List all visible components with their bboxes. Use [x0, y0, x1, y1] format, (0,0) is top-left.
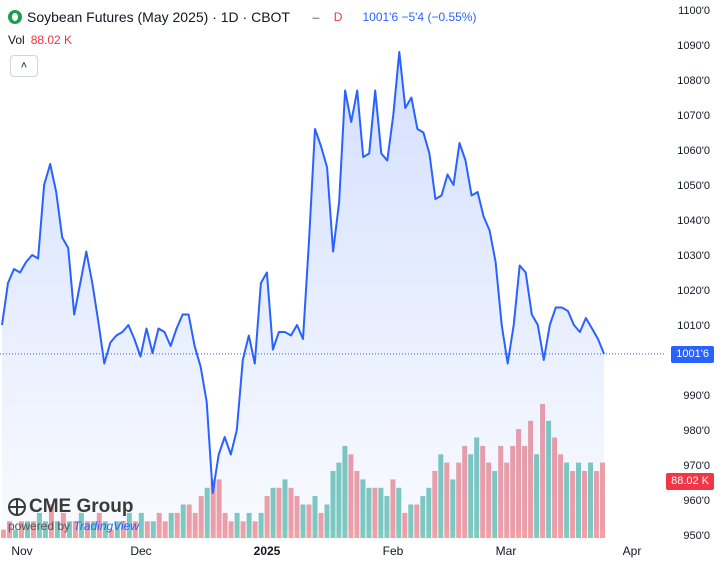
y-tick-label: 970'0 [683, 460, 710, 472]
powered-prefix: powered by [8, 519, 71, 533]
y-tick-label: 950'0 [683, 530, 710, 542]
delayed-badge[interactable]: D [333, 10, 343, 24]
volume-label: Vol [8, 33, 25, 47]
volume-legend: Vol 88.02 K [8, 33, 72, 47]
price-line [1, 51, 605, 494]
price-area [2, 52, 604, 530]
volume-value: 88.02 K [30, 33, 73, 47]
y-tick-label: 1050'0 [677, 180, 710, 192]
x-tick-label: Mar [496, 544, 517, 558]
y-tick-label: 1090'0 [677, 40, 710, 52]
y-axis: 1100'0 1090'0 1080'0 1070'0 1060'0 1050'0 1040… [677, 5, 710, 542]
y-tick-label: 960'0 [683, 495, 710, 507]
collapse-legend-button[interactable]: ˄ [10, 55, 38, 77]
chevron-up-icon: ˄ [20, 60, 28, 72]
volume-tag: 88.02 K [666, 473, 714, 490]
volume-bar [1, 529, 6, 538]
y-tick-label: 1040'0 [677, 215, 710, 227]
x-tick-label: Apr [623, 544, 642, 558]
globe-icon [8, 498, 26, 516]
x-tick-label: 2025 [254, 544, 281, 558]
x-axis: Nov Dec 2025 Feb Mar Apr [11, 544, 641, 558]
y-tick-label: 1100'0 [678, 5, 710, 17]
tradingview-name: TradingView [73, 519, 139, 533]
y-tick-label: 1030'0 [677, 250, 710, 262]
dash-indicator[interactable]: – [312, 9, 320, 25]
powered-by[interactable]: powered by TradingView [8, 519, 139, 533]
x-tick-label: Feb [383, 544, 404, 558]
chart-title: Soybean Futures (May 2025) · 1D · CBOT [27, 9, 290, 25]
y-tick-label: 1070'0 [677, 110, 710, 122]
y-tick-label: 990'0 [683, 390, 710, 402]
y-tick-label: 1010'0 [677, 320, 710, 332]
y-tick-label: 980'0 [683, 425, 710, 437]
x-tick-label: Dec [130, 544, 151, 558]
x-tick-label: Nov [11, 544, 32, 558]
chart-header: Soybean Futures (May 2025) · 1D · CBOT –… [8, 7, 476, 27]
price-change: 1001'6 −5'4 (−0.55%) [362, 10, 477, 24]
y-tick-label: 1080'0 [677, 75, 710, 87]
cme-group-logo: CME Group [8, 496, 134, 518]
y-tick-label: 1060'0 [677, 145, 710, 157]
y-tick-label: 1020'0 [677, 285, 710, 297]
soybean-logo-icon [8, 10, 22, 24]
last-price-tag: 1001'6 [671, 345, 714, 363]
brand-name: CME Group [29, 496, 134, 517]
volume-bar [108, 529, 114, 538]
volume-bar [13, 529, 18, 538]
